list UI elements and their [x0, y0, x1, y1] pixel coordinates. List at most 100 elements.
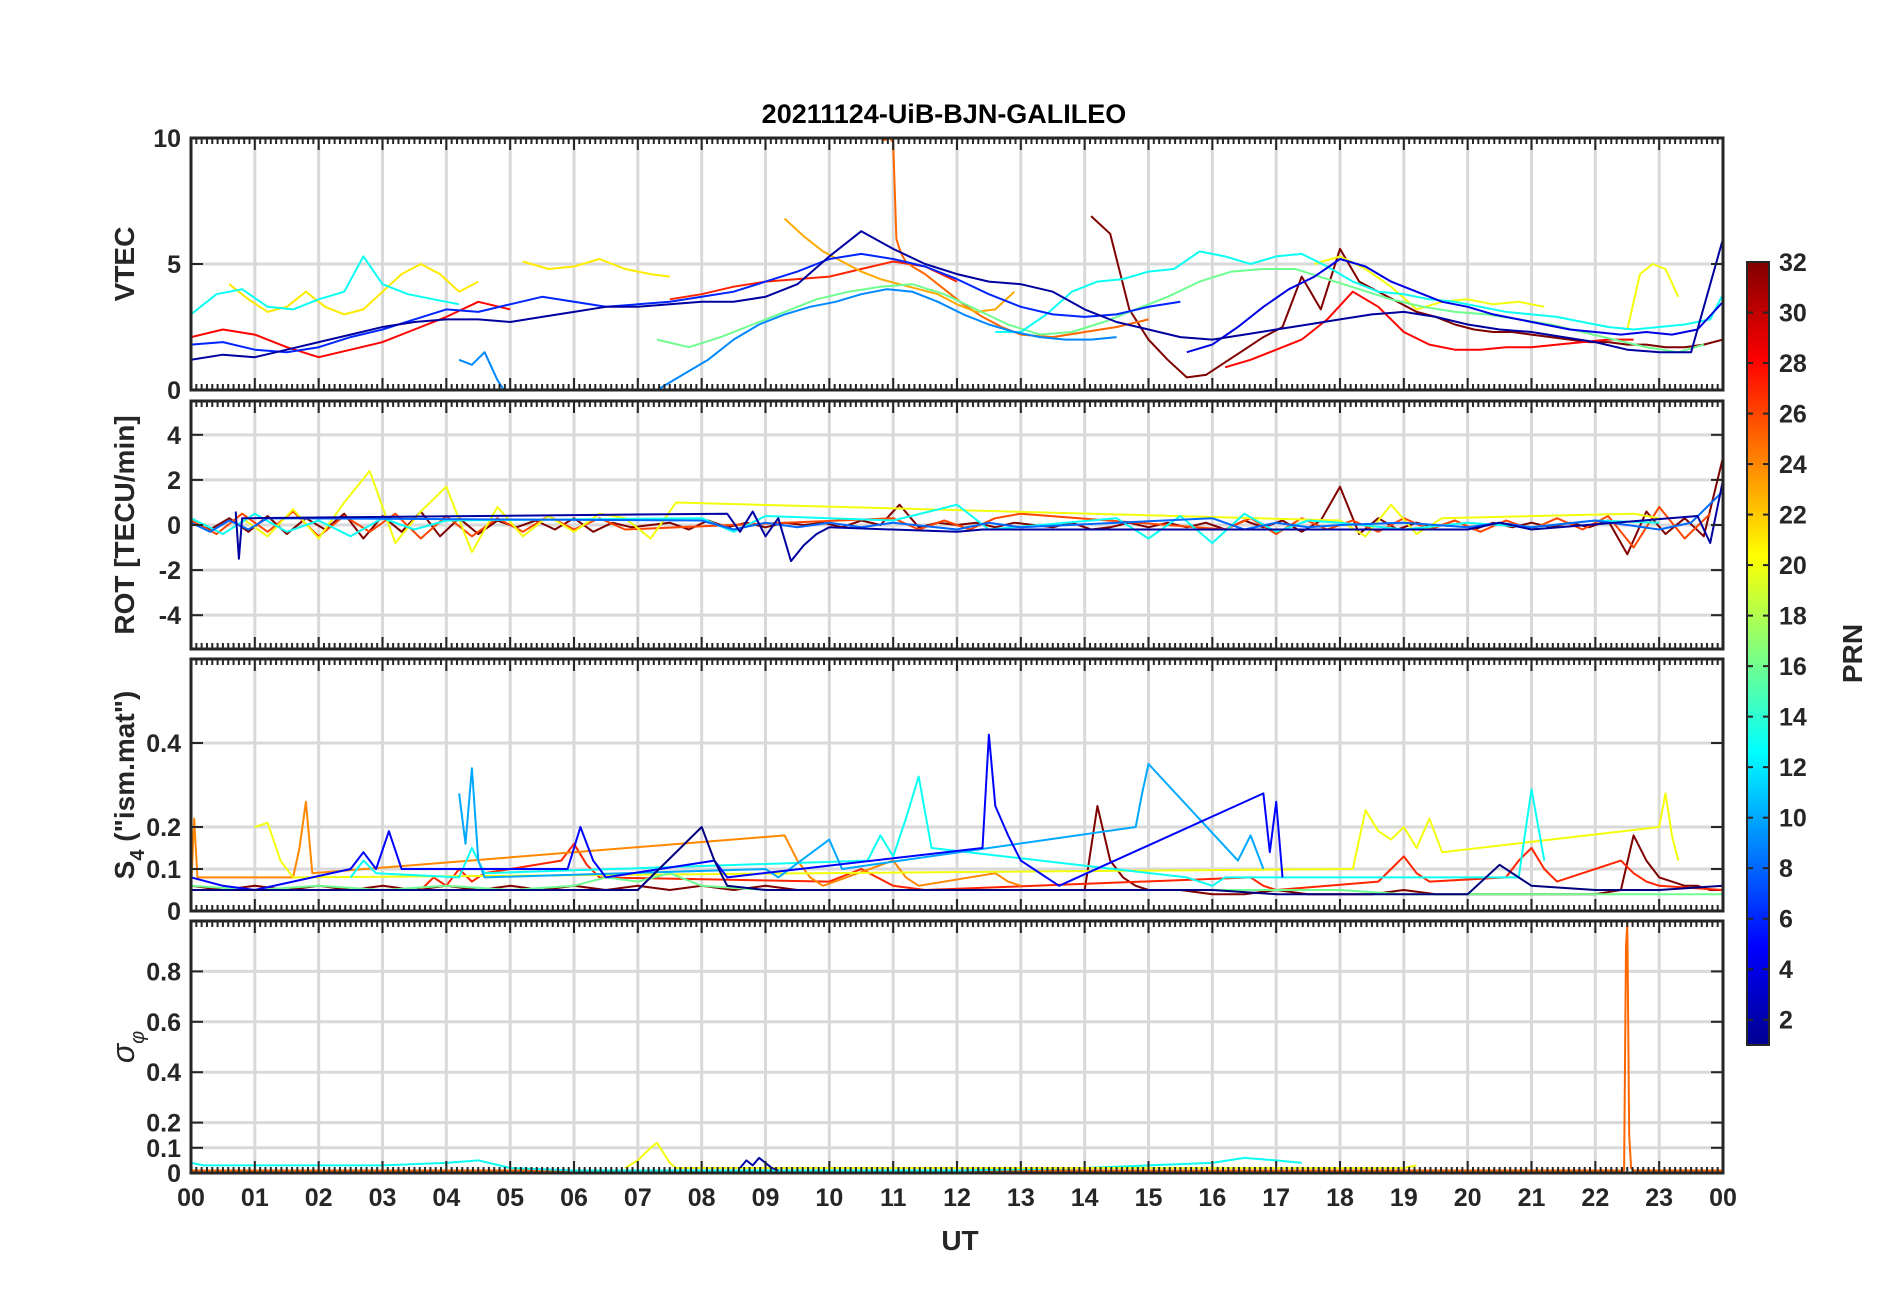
y-tick-label: 0: [167, 898, 181, 926]
grid-lines: [189, 659, 1725, 913]
colorbar-tick-label: 32: [1779, 249, 1807, 277]
y-tick-label: 4: [167, 422, 181, 450]
series-group: [191, 733, 1723, 896]
colorbar-tick-label: 24: [1779, 451, 1807, 479]
series-line-prn-13: [191, 503, 1660, 544]
x-tick-label: 15: [1135, 1184, 1163, 1212]
x-tick-label: 18: [1326, 1184, 1354, 1212]
x-tick-label: 09: [752, 1184, 780, 1212]
y-tick-label: 5: [167, 251, 181, 279]
x-tick-label: 01: [241, 1184, 269, 1212]
panel-3: 0 0.1 0.2 0.4S4 ("ism.mat"): [109, 657, 1725, 926]
colorbar-tick-label: 28: [1779, 350, 1807, 378]
series-line-prn-10: [458, 763, 1265, 879]
series-line-prn-9: [656, 288, 1117, 390]
y-axis-label: VTEC: [109, 227, 140, 302]
x-tick-label: 06: [560, 1184, 588, 1212]
tick-marks: [190, 659, 1724, 912]
y-tick-label: 0.8: [146, 958, 181, 986]
y-tick-label: 0.1: [146, 856, 181, 884]
series-line-prn-23: [783, 217, 1016, 313]
series-line-prn-28: [1224, 290, 1634, 369]
y-tick-label: 0: [167, 377, 181, 405]
x-tick-label: 17: [1262, 1184, 1290, 1212]
x-tick-label: 07: [624, 1184, 652, 1212]
y-tick-label: 0.2: [146, 1110, 181, 1138]
y-tick-label: 0.2: [146, 814, 181, 842]
colorbar-tick-label: 14: [1779, 704, 1807, 732]
x-tick-label: 20: [1454, 1184, 1482, 1212]
y-axis-label: σφ: [105, 1031, 149, 1063]
panel-2: -4 -2 0 2 4 ROT [TECU/min]: [109, 399, 1725, 651]
y-tick-label: 10: [153, 125, 181, 153]
colorbar-tick-label: 12: [1779, 754, 1807, 782]
colorbar-tick-label: 16: [1779, 653, 1807, 681]
colorbar-tick-label: 30: [1779, 300, 1807, 328]
x-tick-label: 04: [432, 1184, 460, 1212]
y-tick-label: 0: [167, 1160, 181, 1188]
chart-title: 20211124-UiB-BJN-GALILEO: [762, 99, 1127, 129]
colorbar-tick-label: 2: [1779, 1007, 1793, 1035]
series-line-prn-6: [191, 252, 1181, 354]
y-tick-label: 0.6: [146, 1009, 181, 1037]
colorbar-tick-label: 6: [1779, 906, 1793, 934]
series-line-prn-5: [191, 733, 1284, 891]
y-tick-label: 0.4: [146, 730, 181, 758]
x-tick-label: 19: [1390, 1184, 1418, 1212]
x-tick-label: 23: [1645, 1184, 1673, 1212]
y-tick-label: -2: [159, 557, 181, 585]
x-tick-label: 13: [1007, 1184, 1035, 1212]
x-tick-label: 05: [496, 1184, 524, 1212]
x-tick-label: 02: [305, 1184, 333, 1212]
tick-marks: [190, 401, 1724, 649]
tick-marks: [190, 921, 1724, 1174]
series-line-prn-20: [1626, 263, 1680, 330]
x-tick-label: 22: [1581, 1184, 1609, 1212]
y-tick-label: 0.4: [146, 1059, 181, 1087]
series-line-prn-28: [191, 300, 511, 359]
grid-lines: [189, 921, 1725, 1175]
series-line-prn-24: [191, 800, 1022, 891]
y-axis-label: ROT [TECU/min]: [109, 415, 140, 634]
x-tick-label: 11: [880, 1184, 907, 1212]
series-group: [191, 457, 1723, 563]
panel-1: 0 5 10 VTEC: [109, 125, 1725, 405]
series-line-prn-32: [1090, 215, 1723, 379]
y-tick-label: 2: [167, 467, 181, 495]
x-tick-label: 08: [688, 1184, 716, 1212]
series-line-prn-25: [883, 138, 1149, 339]
series-line-prn-13: [349, 775, 1546, 887]
x-tick-label: 00: [1709, 1184, 1737, 1212]
panel-4: 00.10.2 0.4 0.6 0.8 σφ: [105, 919, 1725, 1188]
series-line-prn-20: [624, 1141, 1417, 1169]
colorbar-tick-label: 20: [1779, 552, 1807, 580]
x-tick-label: 03: [369, 1184, 397, 1212]
series-line-prn-21: [228, 263, 479, 316]
series-line-prn-20: [241, 469, 1660, 554]
colorbar-tick-label: 18: [1779, 603, 1807, 631]
series-line-prn-9: [458, 351, 505, 390]
x-tick-label: 16: [1198, 1184, 1226, 1212]
y-tick-label: 0: [167, 512, 181, 540]
x-tick-labels: 00 01 02 03 04 05 06 07 08 09 10 11 12 13 14 15 16 17 18 19…: [177, 1184, 1737, 1212]
tick-marks: [190, 137, 1724, 391]
series-line-prn-4: [1186, 258, 1723, 354]
series-line-prn-1: [191, 826, 1723, 896]
x-tick-label: 14: [1071, 1184, 1099, 1212]
colorbar-tick-label: 26: [1779, 401, 1807, 429]
colorbar-label: PRN: [1837, 624, 1868, 683]
colorbar-gradient: [1746, 261, 1770, 1046]
series-group: [191, 138, 1723, 390]
y-tick-label: 0.1: [146, 1135, 181, 1163]
x-tick-label: 10: [815, 1184, 843, 1212]
series-line-prn-13: [191, 255, 460, 316]
series-line-prn-21: [522, 258, 670, 278]
x-axis-label: UT: [941, 1225, 978, 1256]
colorbar-tick-label: 10: [1779, 805, 1807, 833]
series-line-prn-2: [739, 1156, 779, 1172]
x-tick-label: 12: [943, 1184, 971, 1212]
y-axis-label: S4 ("ism.mat"): [109, 691, 149, 880]
